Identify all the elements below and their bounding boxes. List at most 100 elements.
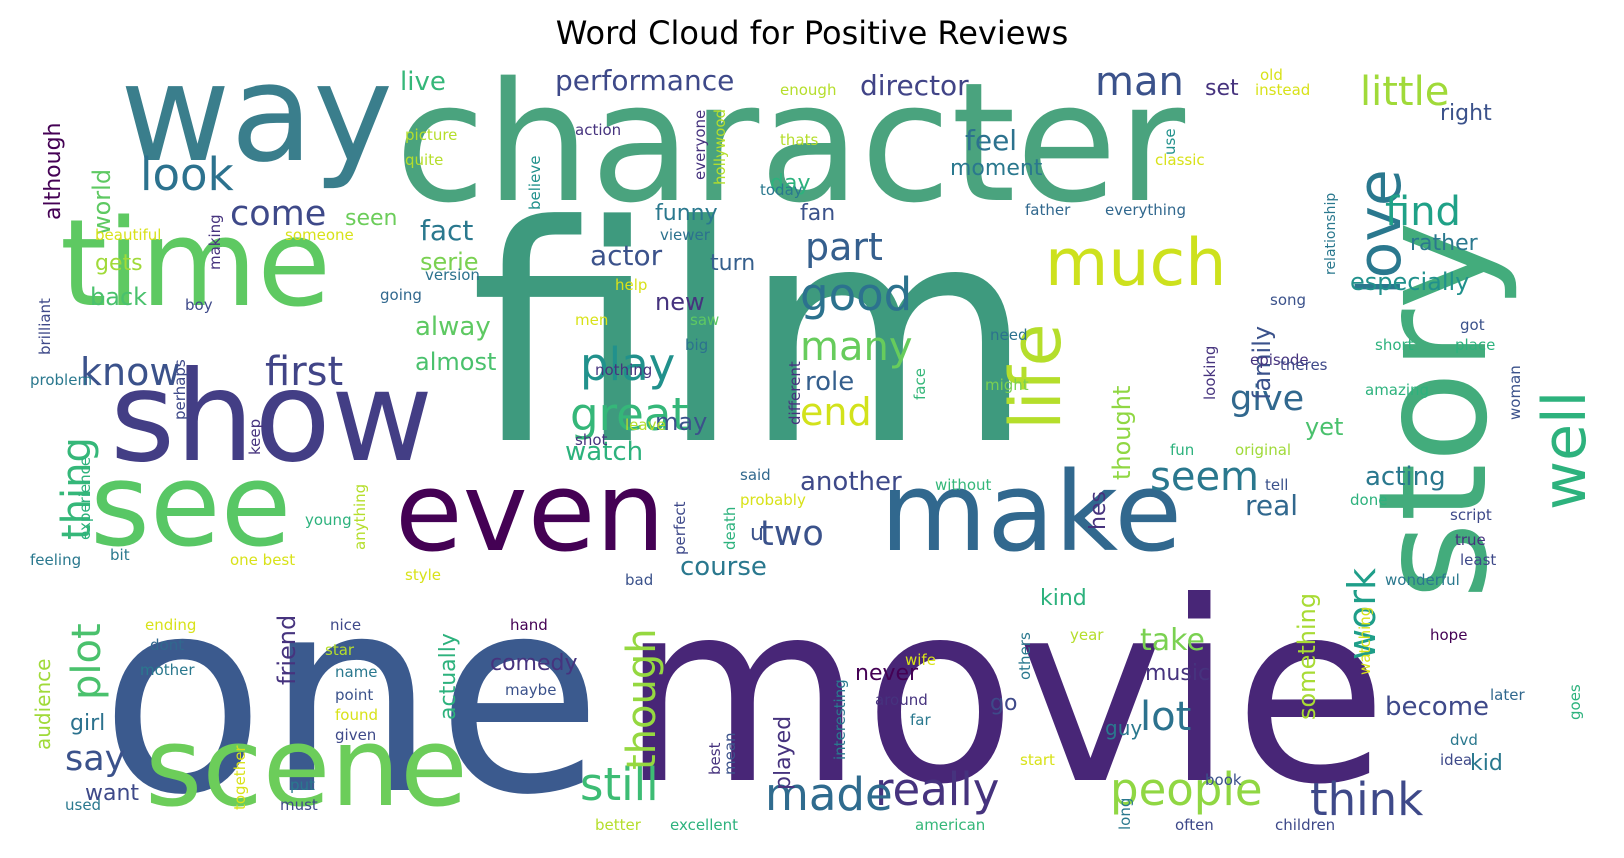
word-shot: shot: [575, 431, 607, 449]
word-enough: enough: [780, 81, 836, 99]
word-time: time: [60, 195, 331, 334]
word-made: made: [765, 768, 893, 821]
word-without: without: [935, 476, 992, 494]
word-story: story: [1347, 221, 1521, 600]
word-style: style: [405, 566, 441, 584]
word-help: help: [615, 276, 647, 294]
word-problem: problem: [30, 371, 92, 389]
word-see: see: [90, 439, 291, 573]
word-used: used: [65, 796, 101, 814]
word-one: one: [100, 539, 602, 854]
word-saw: saw: [690, 311, 719, 329]
word-almost: almost: [415, 348, 496, 376]
word-part: part: [805, 225, 883, 269]
word-interesting: interesting: [831, 679, 849, 760]
word-yet: yet: [1305, 413, 1343, 441]
word-moment: moment: [950, 156, 1043, 181]
word-many: many: [800, 324, 913, 370]
word-true: true: [1455, 531, 1486, 549]
word-live: live: [400, 67, 446, 97]
word-original: original: [1235, 441, 1291, 459]
word-watching: watching: [1356, 607, 1374, 675]
word-acting: acting: [1365, 462, 1446, 492]
word-want: want: [85, 781, 139, 806]
word-hand: hand: [510, 616, 548, 634]
word-go: go: [990, 691, 1017, 716]
word-anything: anything: [351, 484, 369, 550]
word-hope: hope: [1430, 626, 1467, 644]
word-look: look: [140, 148, 234, 201]
word-classic: classic: [1155, 151, 1205, 169]
word-much: much: [1045, 226, 1226, 301]
word-family: family: [1248, 326, 1276, 400]
word-american: american: [915, 816, 985, 834]
word-wonderful: wonderful: [1385, 571, 1460, 589]
word-seen: seen: [345, 206, 397, 231]
word-relationship: relationship: [1323, 193, 1339, 275]
word-amazing: amazing: [1365, 381, 1429, 399]
word-done: done: [1350, 491, 1387, 509]
word-others: others: [1016, 632, 1034, 680]
word-right: right: [1440, 101, 1492, 126]
word-set: set: [1205, 76, 1239, 101]
word-man: man: [1095, 59, 1184, 105]
word-everyone: everyone: [691, 110, 709, 180]
word-version: version: [425, 266, 480, 284]
word-one-best: one best: [230, 551, 295, 569]
word-everything: everything: [1105, 201, 1186, 219]
word-rather: rather: [1410, 231, 1479, 256]
word-wife: wife: [905, 651, 936, 669]
word-point: point: [335, 686, 373, 704]
word-still: still: [580, 758, 659, 811]
word-nothing: nothing: [595, 361, 652, 379]
word-little: little: [1360, 69, 1449, 115]
word-another: another: [800, 467, 902, 497]
word-two: two: [760, 514, 824, 554]
word-hes: hes: [1086, 491, 1111, 530]
word-friend: friend: [273, 615, 301, 685]
word-think: think: [1310, 773, 1423, 826]
word-character: character: [395, 47, 1185, 239]
word-long: long: [1116, 798, 1134, 830]
word-plot: plot: [64, 623, 110, 700]
word-thats: thats: [780, 131, 818, 149]
word-comedy: comedy: [490, 651, 578, 676]
word-take: take: [1140, 623, 1205, 658]
word-funny: funny: [655, 201, 718, 226]
word-different: different: [786, 361, 804, 425]
word-big: big: [685, 336, 708, 354]
word-short: short: [1375, 336, 1414, 354]
word-audience: audience: [31, 659, 55, 750]
word-script: script: [1450, 506, 1492, 524]
word-old: old: [1260, 66, 1283, 84]
word-fan: fan: [800, 201, 835, 226]
word-dvd: dvd: [1450, 731, 1478, 749]
word-idea: idea: [1440, 751, 1472, 769]
word-mother: mother: [140, 661, 195, 679]
word-feel: feel: [965, 124, 1017, 157]
word-episode: episode: [1250, 351, 1309, 369]
word-never: never: [855, 661, 919, 686]
word-though: though: [619, 628, 665, 770]
word-alway: alway: [415, 312, 491, 342]
word-far: far: [910, 711, 931, 729]
word-really: really: [875, 763, 999, 816]
word-watch: watch: [565, 437, 643, 467]
word-maybe: maybe: [505, 681, 556, 699]
word-serie: serie: [420, 248, 479, 276]
word-become: become: [1385, 692, 1489, 722]
word-movie: movie: [620, 548, 1388, 839]
word-end: end: [800, 390, 872, 434]
word-instead: instead: [1255, 81, 1310, 99]
word-kid: kid: [1470, 751, 1503, 776]
word-thought: thought: [1108, 386, 1136, 480]
word-beautiful: beautiful: [95, 226, 161, 244]
word-bit: bit: [110, 546, 130, 564]
word-show: show: [110, 345, 433, 490]
word-world: world: [88, 169, 116, 235]
word-gets: gets: [95, 251, 143, 276]
word-fact: fact: [420, 214, 473, 247]
word-said: said: [740, 466, 771, 484]
word-book: book: [1205, 771, 1242, 789]
